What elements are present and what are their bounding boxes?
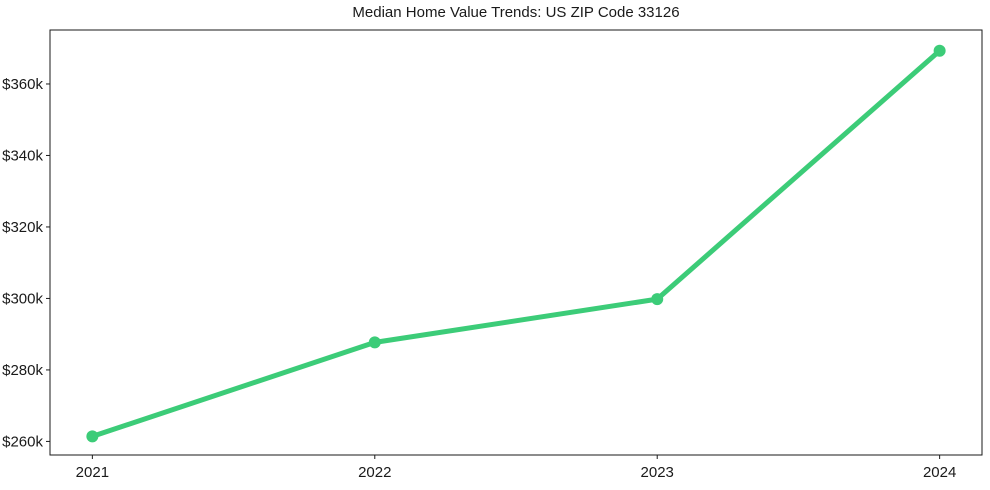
x-axis-tick-label: 2022	[358, 464, 391, 481]
y-axis-tick-label: $360k	[2, 76, 43, 93]
data-point-2022	[368, 336, 381, 349]
data-point-2021	[86, 430, 99, 443]
plot-border	[49, 29, 983, 456]
y-axis-tick-label: $280k	[2, 362, 43, 379]
y-axis-tick-label: $260k	[2, 433, 43, 450]
y-axis-tick-label: $300k	[2, 290, 43, 307]
x-axis-tick-label: 2024	[923, 464, 956, 481]
y-axis-tick-label: $320k	[2, 219, 43, 236]
data-point-2024	[933, 44, 946, 57]
y-axis-tick-label: $340k	[2, 147, 43, 164]
x-axis-tick-label: 2021	[76, 464, 109, 481]
chart-title: Median Home Value Trends: US ZIP Code 33…	[352, 4, 680, 21]
data-point-2023	[651, 293, 664, 306]
trend-line	[89, 48, 943, 439]
x-axis-tick-label: 2023	[641, 464, 674, 481]
